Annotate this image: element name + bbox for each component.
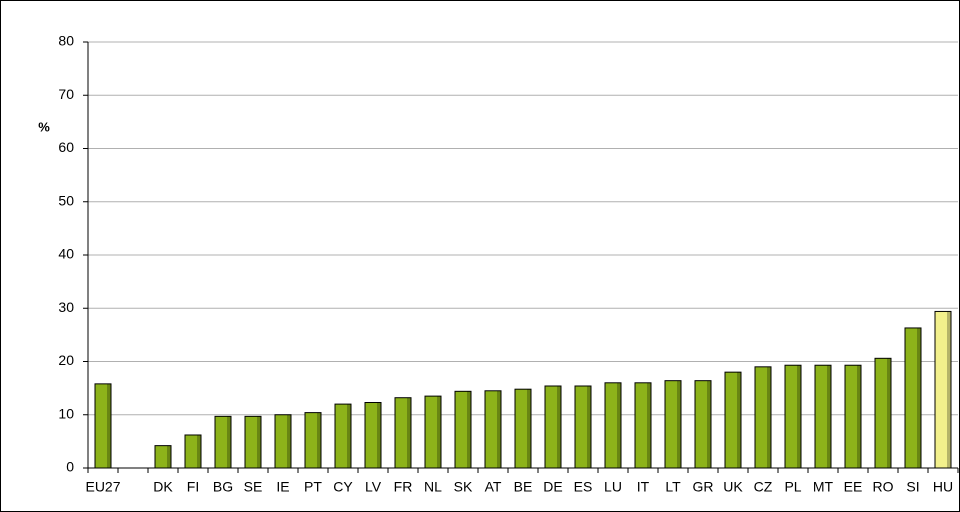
x-tick-label: SI [906, 479, 919, 495]
bar [244, 415, 262, 469]
bar [184, 434, 202, 469]
bar [544, 385, 562, 469]
y-tick-label: 20 [58, 352, 74, 368]
bar-shade [647, 382, 651, 468]
bar [304, 412, 322, 469]
x-tick-label: FI [187, 479, 199, 495]
bar-shade [827, 365, 831, 468]
x-tick-label: UK [723, 479, 743, 495]
y-tick-label: 70 [58, 86, 74, 102]
bar-shade [227, 416, 231, 468]
bar [934, 310, 952, 469]
bar [634, 382, 652, 469]
x-tick-label: FR [394, 479, 413, 495]
x-tick-label: AT [485, 479, 502, 495]
x-tick-label: RO [873, 479, 894, 495]
x-tick-label: CZ [754, 479, 773, 495]
bar-shade [317, 412, 321, 468]
bar [814, 364, 832, 469]
x-tick-label: LT [665, 479, 681, 495]
y-tick-label: 60 [58, 139, 74, 155]
y-axis-label: % [38, 119, 50, 134]
y-tick-label: 0 [66, 459, 74, 475]
bar [424, 395, 442, 469]
bar [784, 364, 802, 469]
bar-shade [257, 416, 261, 468]
bar-shade [887, 358, 891, 468]
bar [874, 357, 892, 469]
bar-shade [617, 382, 621, 468]
bar [694, 380, 712, 469]
bar-shade [767, 366, 771, 468]
bar [904, 327, 922, 469]
bar-shade [407, 397, 411, 468]
x-tick-label: IT [637, 479, 650, 495]
x-tick-label: SK [454, 479, 473, 495]
y-tick-label: 10 [58, 405, 74, 421]
bar-shade [527, 389, 531, 468]
y-tick-label: 80 [58, 33, 74, 49]
bar-shade [677, 380, 681, 468]
x-tick-label: LV [365, 479, 382, 495]
x-tick-label: DE [543, 479, 562, 495]
bar [334, 403, 352, 469]
bar [724, 371, 742, 469]
bar-shade [167, 445, 171, 468]
x-tick-label: GR [693, 479, 714, 495]
x-tick-label: IE [276, 479, 289, 495]
bar-shade [107, 383, 111, 468]
y-tick-label: 30 [58, 299, 74, 315]
x-tick-label: EU27 [85, 479, 120, 495]
bar-shade [947, 311, 951, 468]
bar-shade [437, 396, 441, 468]
x-tick-label: EE [844, 479, 863, 495]
bar [604, 382, 622, 469]
x-tick-label: DK [153, 479, 173, 495]
bar [574, 385, 592, 469]
bar-shade [347, 404, 351, 468]
x-tick-label: HU [933, 479, 953, 495]
bar-shade [467, 391, 471, 468]
bar [454, 390, 472, 469]
y-tick-label: 40 [58, 246, 74, 262]
bar [484, 390, 502, 469]
bar [844, 364, 862, 469]
bar-shade [737, 372, 741, 468]
bar-shade [587, 385, 591, 468]
bar-shade [797, 365, 801, 468]
x-tick-label: ES [574, 479, 593, 495]
bar [154, 445, 172, 469]
bar-shade [197, 434, 201, 468]
x-tick-label: PL [784, 479, 801, 495]
x-tick-label: BG [213, 479, 233, 495]
bar-shade [857, 365, 861, 468]
bar-shade [377, 402, 381, 468]
x-tick-label: PT [304, 479, 322, 495]
x-tick-label: BE [514, 479, 533, 495]
bar [664, 380, 682, 469]
bar-shade [707, 380, 711, 468]
y-tick-label: 50 [58, 192, 74, 208]
bar [214, 415, 232, 469]
bar-shade [497, 390, 501, 468]
bar [364, 402, 382, 469]
bar-shade [917, 327, 921, 468]
x-tick-label: CY [333, 479, 353, 495]
bar [94, 383, 112, 469]
x-tick-label: MT [813, 479, 834, 495]
x-tick-label: NL [424, 479, 442, 495]
bar [754, 366, 772, 469]
x-tick-label: SE [244, 479, 263, 495]
x-tick-label: LU [604, 479, 622, 495]
bar-shade [287, 414, 291, 468]
bar [274, 414, 292, 469]
bar [514, 388, 532, 469]
bar [394, 397, 412, 469]
bar-shade [557, 385, 561, 468]
